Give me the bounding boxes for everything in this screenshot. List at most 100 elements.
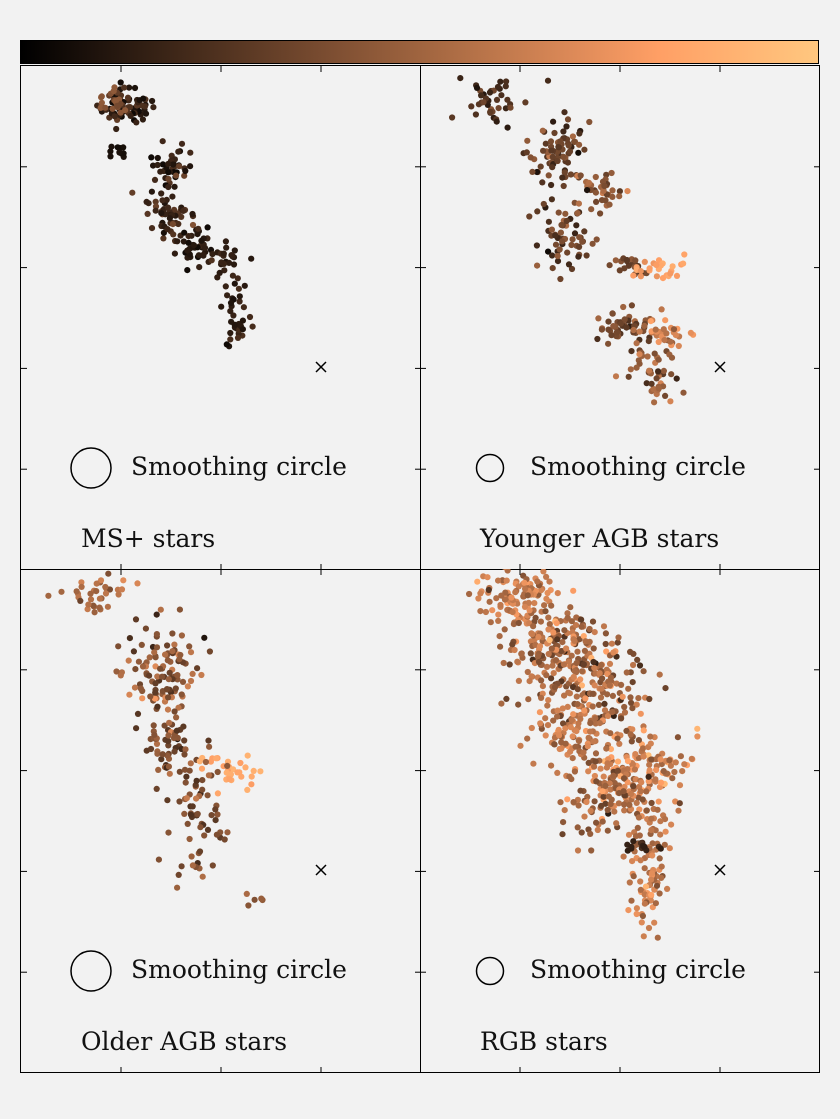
star-point — [605, 793, 612, 800]
star-point — [633, 364, 640, 371]
star-point — [590, 645, 597, 652]
star-point — [171, 641, 178, 648]
star-point — [648, 870, 655, 877]
star-point — [525, 696, 532, 703]
star-point — [607, 746, 614, 753]
star-point — [227, 771, 234, 778]
star-point — [602, 640, 609, 648]
star-point — [668, 371, 675, 378]
star-point — [564, 116, 572, 123]
star-point — [534, 262, 541, 269]
star-point — [656, 855, 663, 862]
star-point — [594, 335, 601, 343]
star-point — [149, 97, 156, 105]
star-point — [561, 627, 568, 634]
star-point — [646, 265, 653, 272]
star-point — [655, 368, 662, 375]
star-point — [599, 675, 606, 682]
smoothing-circle-label: Smoothing circle — [131, 955, 347, 984]
star-point — [548, 762, 555, 769]
star-point — [523, 149, 530, 156]
star-point — [624, 188, 631, 195]
star-point — [155, 856, 162, 863]
star-point — [187, 149, 194, 156]
star-point — [497, 601, 504, 609]
star-point — [248, 781, 255, 788]
star-point — [116, 149, 123, 156]
star-point — [182, 167, 189, 175]
star-point — [651, 350, 658, 357]
star-point — [559, 238, 566, 245]
star-point — [152, 689, 159, 696]
star-point — [113, 125, 120, 133]
star-point — [621, 807, 628, 814]
star-point — [183, 773, 190, 780]
star-point — [489, 607, 496, 614]
star-point — [114, 144, 121, 151]
star-point — [575, 149, 582, 156]
star-point — [657, 818, 664, 825]
panel-older-agb-stars: Smoothing circle Older AGB stars — [21, 569, 421, 1073]
star-point — [551, 741, 558, 748]
star-point — [164, 204, 172, 211]
star-point — [151, 176, 159, 183]
star-point — [646, 367, 653, 374]
star-point — [551, 129, 558, 137]
star-point — [571, 230, 579, 237]
star-point — [540, 200, 547, 208]
star-point — [173, 727, 180, 734]
star-point — [248, 773, 255, 780]
star-point — [548, 226, 555, 233]
star-point — [544, 589, 551, 597]
star-point — [614, 767, 621, 774]
star-point — [573, 693, 580, 700]
star-point — [126, 635, 133, 642]
star-point — [637, 710, 644, 717]
star-point — [556, 732, 563, 739]
star-point — [588, 206, 595, 213]
star-point — [557, 275, 564, 283]
star-point — [636, 832, 643, 839]
star-point — [619, 693, 626, 700]
star-point — [598, 685, 605, 692]
star-point — [498, 700, 505, 707]
star-point — [648, 827, 655, 834]
star-point — [581, 647, 588, 654]
star-point — [243, 890, 250, 897]
star-point — [629, 761, 636, 768]
star-point — [588, 847, 595, 854]
star-point — [213, 831, 220, 838]
star-point — [608, 640, 615, 647]
star-point — [139, 663, 147, 670]
star-point — [621, 316, 628, 323]
star-point — [580, 661, 587, 668]
star-point — [245, 902, 252, 909]
star-point — [578, 829, 585, 836]
star-point — [161, 722, 168, 729]
star-point — [511, 646, 518, 654]
star-point — [648, 815, 655, 822]
star-point — [249, 323, 256, 330]
star-point — [673, 272, 681, 279]
star-point — [182, 779, 189, 786]
star-point — [595, 701, 602, 708]
star-point — [85, 601, 92, 608]
star-point — [176, 768, 183, 775]
star-point — [585, 759, 592, 766]
star-point — [558, 739, 565, 746]
star-point — [77, 597, 84, 604]
center-marker — [315, 864, 327, 876]
star-point — [534, 578, 541, 585]
star-point — [196, 848, 204, 855]
star-point — [506, 661, 513, 668]
star-point — [121, 84, 128, 91]
star-point — [616, 193, 623, 200]
star-point — [475, 595, 482, 602]
star-point — [552, 232, 559, 239]
star-point — [614, 758, 622, 765]
star-point — [607, 674, 615, 681]
star-point — [570, 587, 577, 594]
star-point — [538, 587, 545, 594]
star-point — [182, 746, 189, 753]
star-point — [589, 690, 596, 697]
